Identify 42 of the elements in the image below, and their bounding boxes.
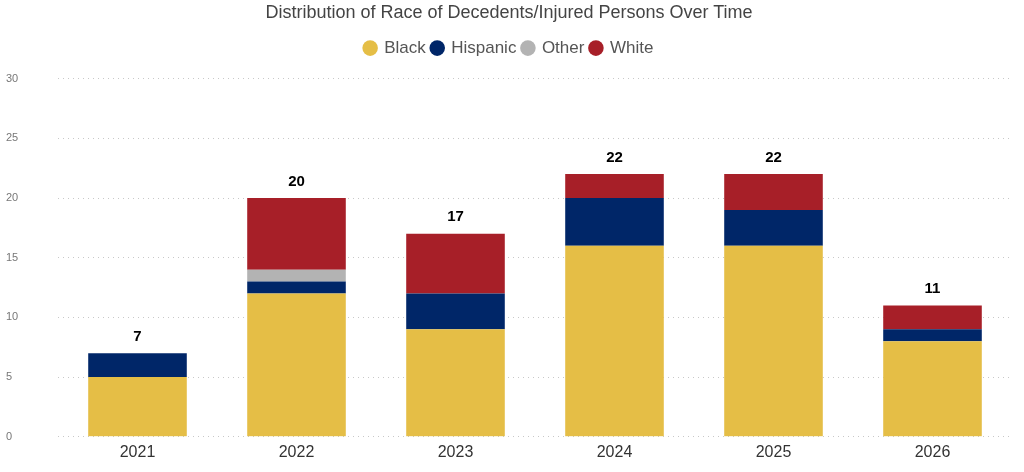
bar [883, 341, 982, 437]
total-label: 20 [288, 171, 305, 189]
x-tick-label: 2026 [914, 442, 951, 460]
y-tick-label: 30 [6, 71, 19, 84]
bar [406, 233, 505, 294]
bar [565, 174, 664, 198]
bar [883, 329, 982, 342]
chart-title: Distribution of Race of Decedents/Injured Persons Over Time [265, 1, 753, 22]
legend-label: Hispanic [451, 37, 517, 57]
y-tick-label: 15 [6, 250, 19, 263]
bar [88, 377, 187, 437]
bar [247, 198, 346, 270]
y-tick-label: 10 [6, 310, 19, 323]
y-tick-label: 25 [6, 131, 19, 144]
legend-label: White [609, 37, 654, 57]
bar [247, 281, 346, 294]
x-tick-label: 2022 [278, 442, 315, 460]
total-label: 11 [924, 279, 941, 297]
bar [247, 269, 346, 282]
legend-label: Black [384, 37, 427, 57]
total-label: 22 [606, 147, 623, 165]
bar [724, 209, 823, 246]
bar [88, 353, 187, 378]
bar [565, 245, 664, 437]
bar [883, 305, 982, 330]
y-tick-label: 20 [6, 191, 19, 204]
total-label: 22 [765, 147, 782, 165]
x-tick-label: 2025 [755, 442, 792, 460]
x-tick-label: 2021 [119, 442, 156, 460]
bar [565, 198, 664, 246]
y-tick-label: 0 [6, 429, 13, 442]
total-label: 7 [133, 326, 142, 344]
bar [247, 293, 346, 437]
x-tick-label: 2024 [596, 442, 633, 460]
total-label: 17 [447, 207, 464, 225]
x-tick-label: 2023 [437, 442, 474, 460]
bar [406, 329, 505, 437]
bar [724, 174, 823, 210]
bar [724, 245, 823, 437]
y-tick-label: 5 [6, 370, 13, 383]
legend-label: Other [541, 37, 585, 57]
bar [406, 293, 505, 330]
